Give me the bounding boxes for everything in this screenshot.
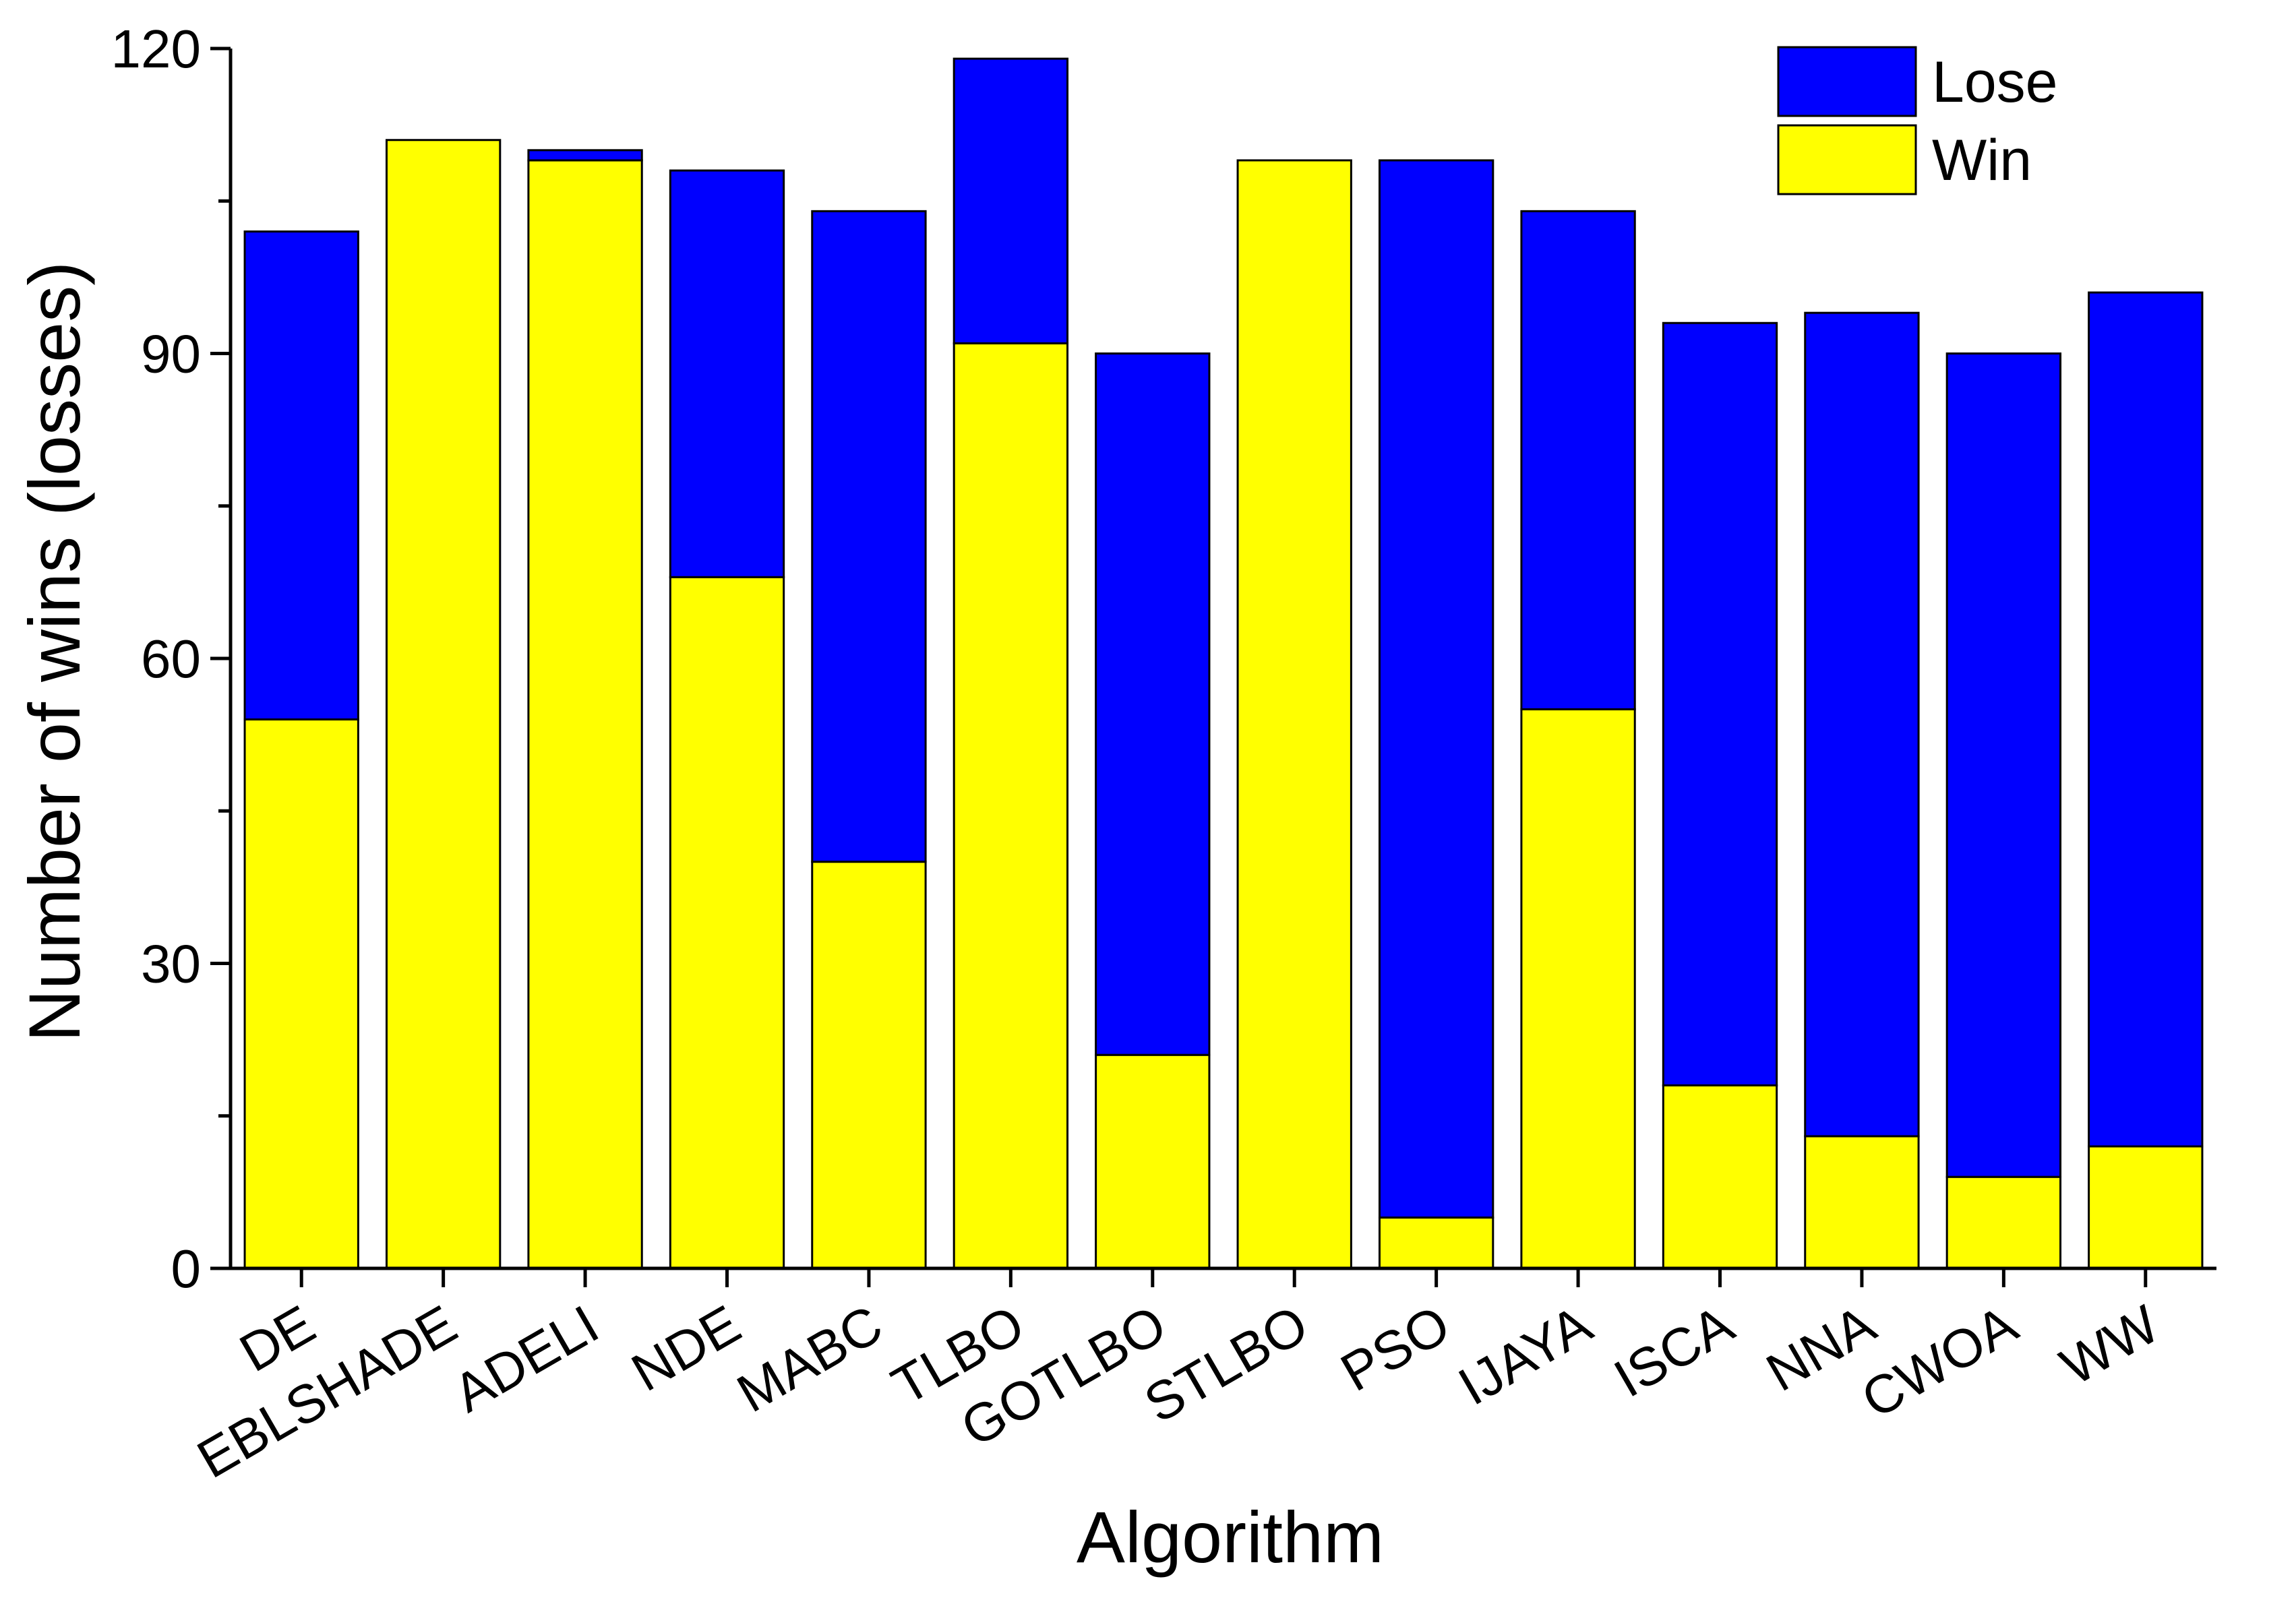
bar-lose-pso — [1378, 159, 1494, 1219]
bar-lose-de — [243, 230, 359, 720]
x-tick-label-isca: ISCA — [1604, 1293, 1744, 1409]
bar-lose-cwoa — [1945, 352, 2062, 1178]
bar-win-isca — [1662, 1084, 1778, 1270]
x-tick-label-cwoa: CWOA — [1852, 1293, 2028, 1429]
legend: Lose Win — [1777, 46, 2058, 195]
bar-win-cwoa — [1945, 1175, 2062, 1270]
bar-win-gotlbo — [1095, 1053, 1211, 1270]
x-tick-label-stlbo: STLBO — [1135, 1294, 1318, 1434]
bar-win-tlbo — [953, 342, 1069, 1270]
y-axis-title: Number of wins (losses) — [13, 261, 95, 1042]
bar-win-pso — [1378, 1216, 1494, 1270]
bar-lose-gotlbo — [1095, 352, 1211, 1056]
bar-lose-ijaya — [1520, 210, 1636, 710]
bar-lose-isca — [1662, 321, 1778, 1086]
bar-win-stlbo — [1236, 159, 1352, 1270]
bar-lose-adeli — [527, 149, 643, 162]
legend-label-win: Win — [1932, 128, 2032, 193]
bar-win-de — [243, 718, 359, 1270]
x-tick-label-ww: WW — [2051, 1293, 2169, 1396]
y-tick-label: 90 — [141, 324, 201, 384]
bar-win-ww — [2088, 1145, 2204, 1270]
x-tick-label-ijaya: IJAYA — [1449, 1293, 1602, 1417]
bar-win-nde — [669, 576, 785, 1270]
y-tick-label: 120 — [111, 19, 201, 79]
bar-win-eblshade — [385, 139, 502, 1270]
x-tick-label-adeli: ADELI — [444, 1294, 609, 1424]
bar-lose-ww — [2088, 291, 2204, 1148]
legend-swatch-lose — [1777, 46, 1917, 117]
bar-lose-nde — [669, 169, 785, 578]
x-tick-label-mabc: MABC — [727, 1294, 893, 1424]
bar-win-mabc — [811, 861, 927, 1270]
bar-lose-tlbo — [953, 57, 1069, 344]
bar-win-adeli — [527, 159, 643, 1270]
bar-lose-mabc — [811, 210, 927, 863]
bar-win-ijaya — [1520, 708, 1636, 1270]
x-tick-label-nde: NDE — [622, 1294, 750, 1403]
legend-swatch-win — [1777, 124, 1917, 195]
bars-group — [243, 57, 2204, 1270]
legend-label-lose: Lose — [1932, 50, 2058, 115]
bar-win-nna — [1804, 1135, 1920, 1270]
x-axis-title: Algorithm — [1077, 1496, 1384, 1578]
x-tick-label-eblshade: EBLSHADE — [187, 1294, 466, 1489]
bar-lose-nna — [1804, 311, 1920, 1138]
y-tick-label: 0 — [171, 1239, 202, 1299]
y-tick-label: 60 — [141, 629, 201, 689]
y-ticks-group: 0 30 60 90 120 — [111, 19, 231, 1299]
x-tick-label-pso: PSO — [1331, 1294, 1459, 1403]
y-tick-label: 30 — [141, 934, 201, 994]
